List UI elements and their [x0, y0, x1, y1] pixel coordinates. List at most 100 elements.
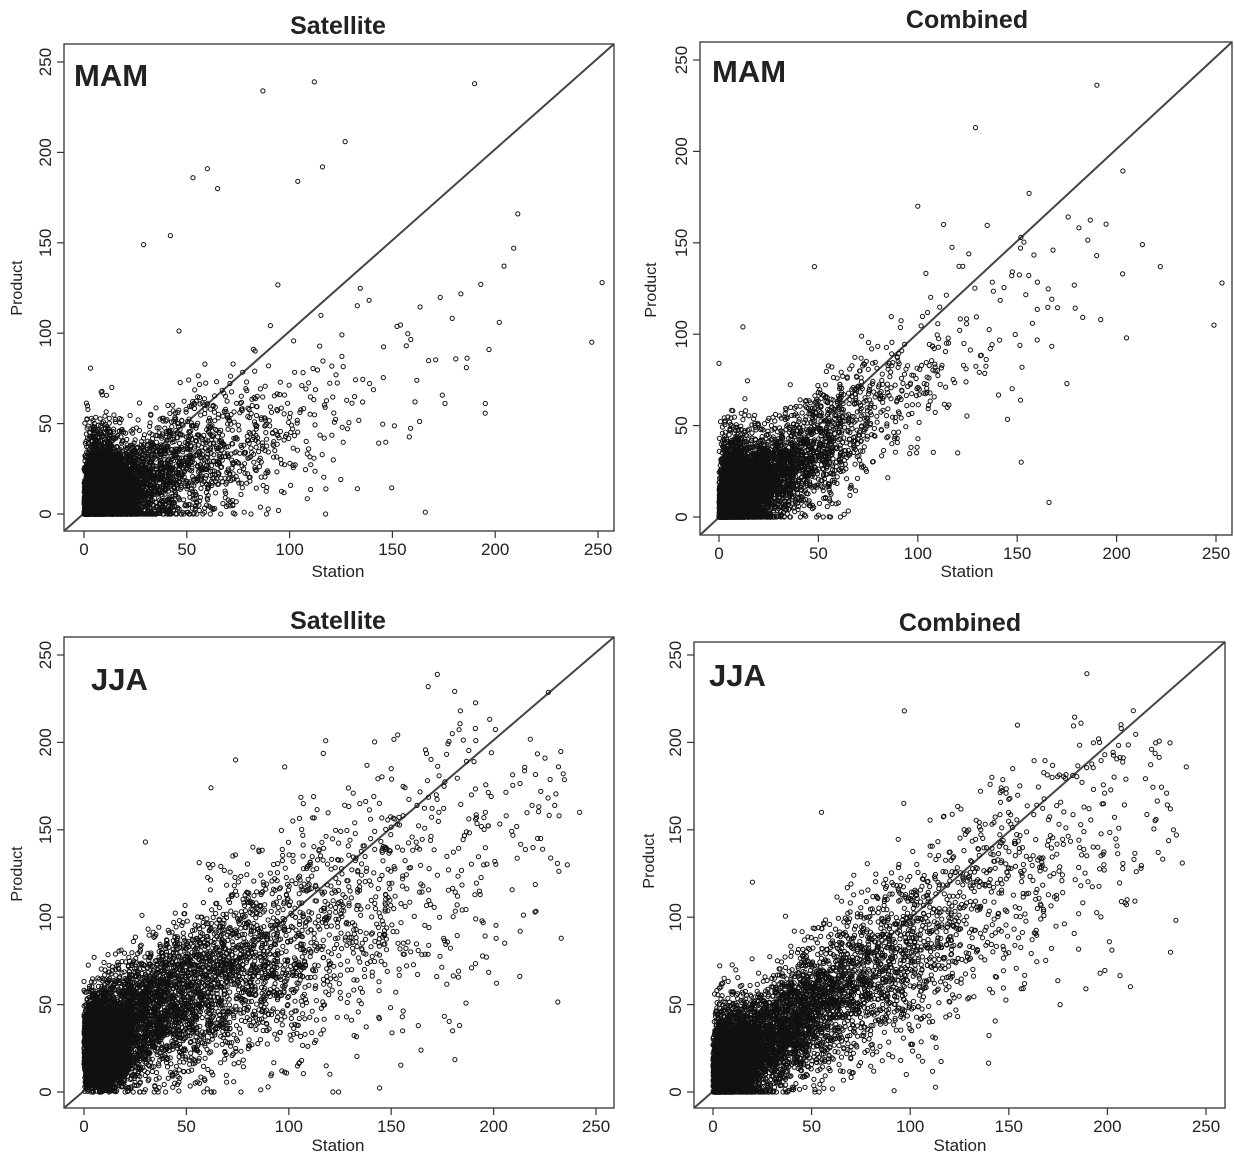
scatter-point [189, 402, 195, 408]
scatter-point [442, 400, 448, 407]
scatter-point [203, 466, 209, 472]
scatter-point [193, 502, 199, 509]
scatter-point [188, 456, 195, 462]
scatter-point [286, 435, 292, 442]
scatter-point [286, 419, 292, 425]
scatter-point [173, 453, 179, 459]
scatter-point [248, 445, 254, 451]
scatter-point [290, 426, 296, 432]
scatter-point [283, 431, 290, 437]
scatter-point [257, 386, 263, 392]
scatter-point [165, 402, 171, 409]
scatter-point [310, 365, 316, 372]
scatter-point [308, 486, 314, 493]
scatter-point [156, 507, 162, 513]
scatter-point [332, 416, 339, 422]
scatter-point [242, 461, 248, 467]
scatter-point [237, 450, 243, 456]
scatter-point [227, 380, 233, 387]
scatter-point [230, 471, 236, 477]
scatter-point [197, 394, 203, 401]
scatter-point [198, 477, 205, 483]
scatter-point [175, 494, 181, 500]
scatter-point [181, 497, 187, 503]
scatter-point [102, 413, 108, 419]
scatter-point [268, 409, 275, 415]
scatter-point [265, 363, 272, 369]
scatter-point [225, 426, 231, 432]
scatter-point [257, 504, 263, 510]
scatter-point [203, 380, 209, 386]
scatter-point [147, 458, 153, 464]
scatter-point [245, 405, 251, 411]
scatter-point [281, 490, 287, 496]
scatter-point [153, 463, 159, 469]
scatter-point [312, 468, 318, 474]
scatter-point [207, 417, 213, 424]
scatter-point [133, 465, 139, 471]
scatter-point [311, 455, 317, 461]
scatter-point [263, 488, 269, 494]
scatter-point [167, 410, 173, 416]
scatter-point [183, 456, 189, 462]
scatter-point [156, 477, 162, 483]
scatter-point [230, 460, 236, 466]
scatter-point [265, 449, 271, 455]
scatter-point [148, 412, 154, 418]
scatter-point [144, 447, 150, 453]
scatter-point [264, 443, 270, 449]
scatter-point [287, 460, 293, 466]
scatter-point [256, 464, 262, 470]
scatter-point [322, 404, 328, 410]
scatter-point [219, 432, 226, 438]
scatter-point [201, 432, 207, 438]
scatter-point [213, 478, 219, 484]
scatter-point [161, 453, 167, 459]
scatter-point [290, 445, 296, 451]
scatter-point [192, 387, 198, 393]
scatter-point [314, 367, 321, 373]
scatter-point [323, 398, 330, 404]
scatter-point [132, 437, 138, 443]
scatter-point [197, 498, 203, 504]
x-tick-label: 150 [378, 540, 406, 559]
scatter-point [189, 482, 195, 488]
scatter-point [334, 380, 340, 386]
scatter-point [195, 449, 201, 455]
scatter-point [177, 474, 183, 480]
scatter-point [197, 494, 203, 501]
scatter-point [449, 315, 455, 321]
scatter-point [383, 439, 389, 445]
scatter-point [154, 425, 160, 431]
scatter-point [264, 468, 270, 474]
scatter-point [177, 431, 183, 437]
scatter-point [210, 441, 216, 447]
scatter-point [230, 502, 236, 508]
scatter-point [165, 458, 171, 464]
scatter-point [381, 344, 387, 350]
scatter-point [278, 456, 284, 463]
scatter-point [195, 373, 201, 379]
scatter-point [329, 432, 335, 438]
scatter-point [346, 420, 352, 426]
scatter-point [287, 410, 293, 416]
scatter-point [135, 417, 141, 423]
scatter-point [234, 400, 240, 406]
scatter-point [210, 459, 216, 465]
scatter-point [147, 420, 153, 426]
y-tick-label: 50 [36, 414, 55, 433]
scatter-point [176, 479, 182, 486]
scatter-point [191, 510, 197, 516]
scatter-point [206, 425, 212, 431]
scatter-point [391, 423, 397, 429]
scatter-point [220, 500, 226, 507]
scatter-point [245, 414, 251, 420]
scatter-point [281, 392, 288, 398]
scatter-point [99, 388, 105, 394]
scatter-point [231, 409, 237, 415]
scatter-point [211, 452, 217, 458]
scatter-point [149, 491, 155, 497]
scatter-point [154, 469, 160, 475]
scatter-point [168, 419, 175, 425]
scatter-point [292, 462, 298, 468]
